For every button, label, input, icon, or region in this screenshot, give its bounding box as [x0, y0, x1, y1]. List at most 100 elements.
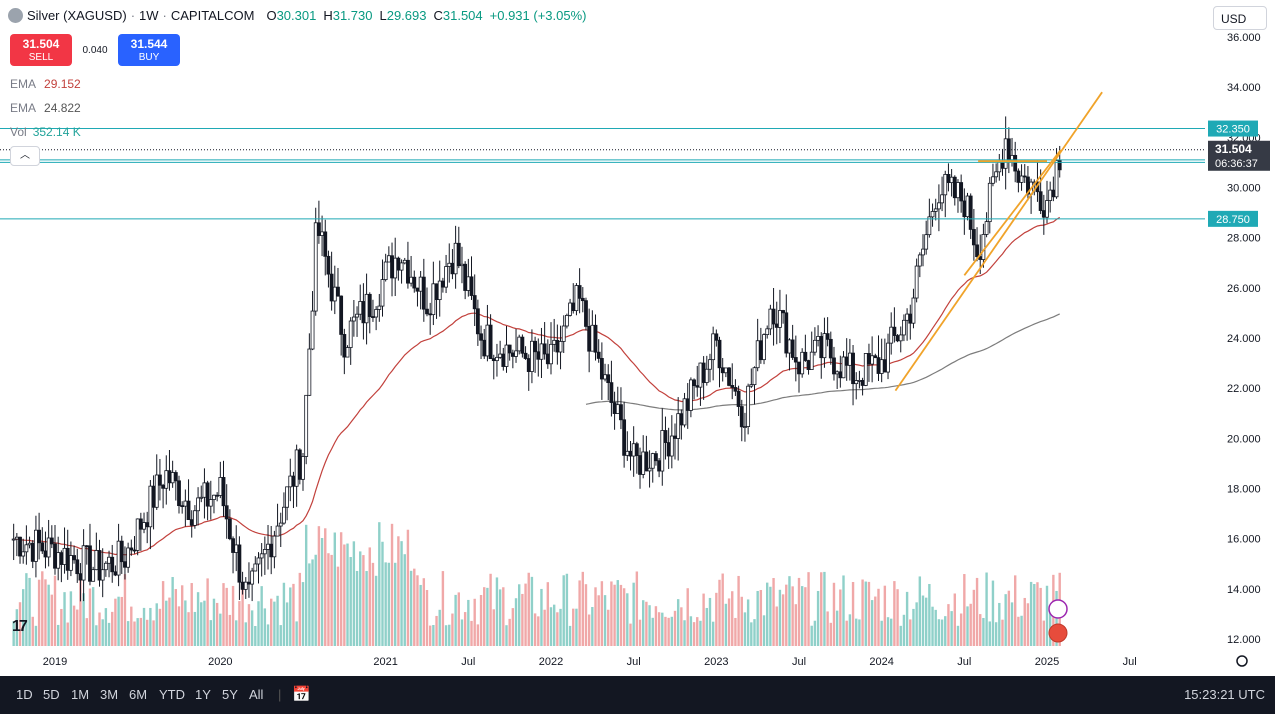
volume-bar: [692, 622, 696, 646]
candle-body: [65, 547, 70, 571]
indicator-volume[interactable]: Vol 352.14 K: [10, 125, 81, 139]
candle: [921, 234, 925, 267]
candle-body: [762, 334, 766, 361]
volume-bar: [37, 579, 41, 646]
volume-bar: [581, 571, 584, 646]
timeframe-1y[interactable]: 1Y: [195, 687, 211, 702]
sell-button[interactable]: 31.504 SELL: [10, 34, 72, 66]
timeframe-5y[interactable]: 5Y: [222, 687, 238, 702]
candle: [253, 556, 258, 572]
candle: [507, 344, 512, 361]
volume-bar: [616, 580, 619, 646]
timeframe-6m[interactable]: 6M: [129, 687, 148, 702]
candle: [762, 333, 766, 365]
candle-body: [924, 234, 929, 250]
interval-label[interactable]: 1W: [139, 8, 159, 23]
timeframe-3m[interactable]: 3M: [100, 687, 119, 702]
volume-bar: [222, 583, 225, 646]
volume-bar: [85, 618, 88, 646]
candle-body: [138, 518, 143, 530]
buy-button[interactable]: 31.544 BUY: [118, 34, 180, 66]
indicator-ema-slow[interactable]: EMA 24.822: [10, 101, 81, 115]
volume-bar: [365, 571, 368, 646]
symbol-title[interactable]: Silver (XAGUSD): [27, 8, 127, 23]
candle: [533, 336, 538, 373]
candle: [956, 179, 960, 213]
candle: [37, 512, 42, 560]
candle: [800, 348, 805, 378]
candle: [177, 475, 181, 514]
volume-bar: [870, 600, 874, 646]
candle-body: [539, 343, 544, 360]
candle-body: [285, 486, 290, 508]
volume-bar: [486, 587, 489, 646]
candle-body: [132, 549, 137, 552]
candle-body: [857, 379, 862, 382]
candle-body: [425, 308, 429, 315]
volume-bar: [829, 622, 832, 646]
candle: [1016, 168, 1021, 193]
currency-selector[interactable]: USD: [1213, 6, 1267, 30]
candle: [647, 450, 652, 488]
candle-body: [631, 443, 636, 457]
timeframe-5d[interactable]: 5D: [43, 687, 60, 702]
volume-bar: [111, 611, 114, 646]
volume-bar: [549, 607, 553, 646]
candle-body: [730, 385, 735, 388]
volume-bar: [940, 619, 944, 646]
candle-body: [227, 518, 232, 540]
indicator-ema-fast[interactable]: EMA 29.152: [10, 77, 81, 91]
candle-body: [755, 340, 760, 369]
candle: [758, 327, 763, 364]
candle-body: [348, 320, 353, 348]
volume-bar: [349, 557, 352, 646]
volume-bar: [886, 617, 890, 646]
volume-bar: [171, 577, 174, 646]
volume-bar: [816, 590, 820, 646]
candle-body: [727, 367, 731, 386]
candle-body: [234, 544, 239, 553]
candle: [924, 220, 929, 255]
candle: [132, 536, 137, 554]
y-tick-label: 12.000: [1227, 634, 1261, 646]
candle-body: [809, 351, 814, 370]
candle-body: [332, 286, 337, 302]
price-chart[interactable]: 12.000 14.000 16.000 18.000 20.000 22.000 24.0…: [0, 0, 1275, 676]
candle-body: [828, 338, 833, 359]
volume-bar: [657, 612, 661, 646]
candle: [336, 267, 340, 297]
candle-body: [498, 353, 503, 358]
volume-bar: [254, 625, 257, 646]
candle-body: [224, 505, 229, 520]
volume-bar: [502, 587, 505, 646]
candle-body: [574, 285, 579, 312]
volume-bar: [686, 588, 689, 646]
candle-body: [603, 374, 607, 380]
calendar-range-icon[interactable]: 📅: [292, 686, 311, 703]
volume-bar: [180, 585, 184, 646]
volume-bar: [842, 575, 845, 646]
candle-body: [975, 244, 979, 258]
collapse-indicators-button[interactable]: ︿: [10, 146, 40, 166]
candle-body: [205, 482, 210, 507]
candle: [631, 426, 636, 477]
timeframe-ytd[interactable]: YTD: [159, 687, 185, 702]
timeframe-1d[interactable]: 1D: [16, 687, 33, 702]
candle-body: [867, 353, 871, 365]
candle-body: [679, 413, 684, 426]
candle-body: [822, 333, 827, 359]
candle-body: [714, 333, 719, 341]
volume-bar: [823, 571, 826, 646]
candle-body: [482, 339, 487, 357]
chart-area[interactable]: 12.000 14.000 16.000 18.000 20.000 22.000 24.0…: [0, 0, 1275, 676]
volume-bar: [642, 600, 645, 646]
volume-bar: [899, 625, 902, 646]
candle-body: [431, 283, 436, 316]
timeframe-all[interactable]: All: [249, 687, 264, 702]
candle-body: [1022, 175, 1027, 178]
candle-body: [475, 308, 480, 335]
timeframe-1m[interactable]: 1M: [71, 687, 90, 702]
volume-bar: [959, 613, 963, 646]
candle: [787, 338, 792, 371]
volume-bar: [161, 581, 165, 646]
